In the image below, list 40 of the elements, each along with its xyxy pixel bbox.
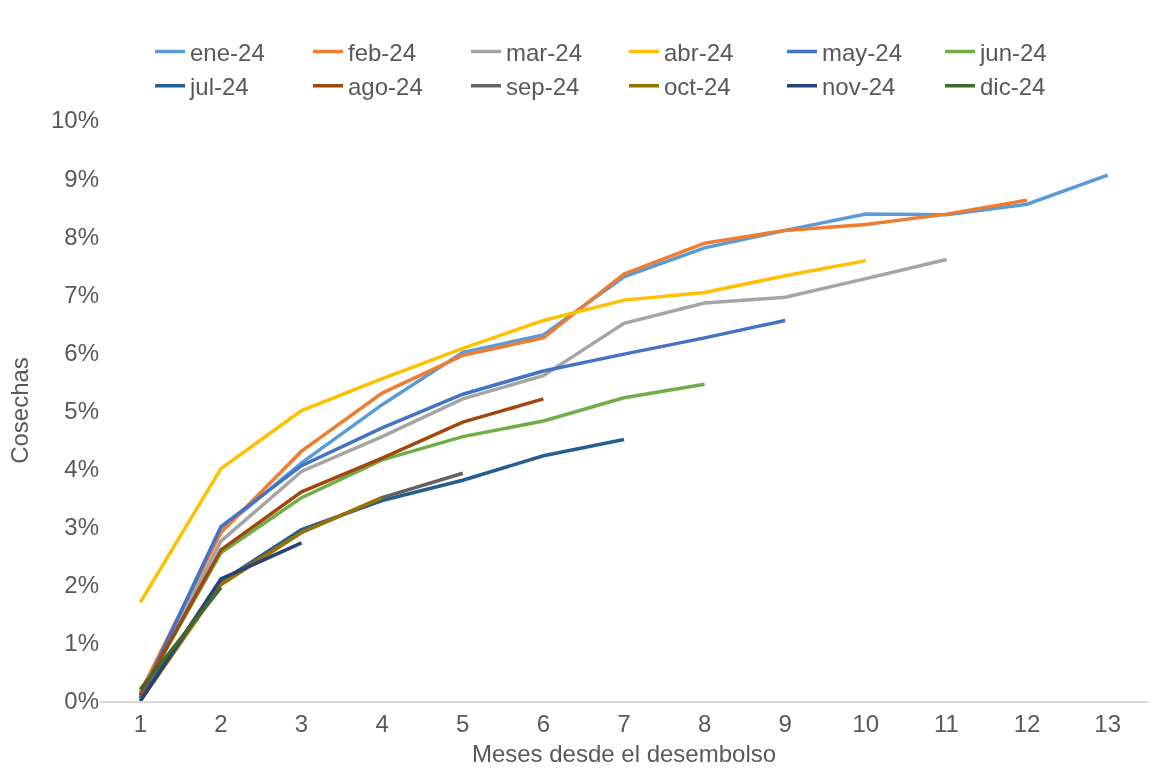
y-tick-label: 2% (64, 571, 99, 599)
legend-label: may-24 (822, 38, 903, 66)
x-tick-label: 1 (133, 709, 147, 737)
y-axis-title: Cosechas (6, 357, 34, 464)
legend-label: ago-24 (348, 73, 423, 101)
x-tick-label: 10 (852, 709, 880, 737)
y-tick-label: 7% (64, 280, 99, 308)
x-tick-label: 2 (214, 709, 228, 737)
x-axis-title: Meses desde el desembolso (471, 740, 777, 768)
x-tick-label: 6 (536, 709, 551, 737)
legend-label: feb-24 (348, 38, 417, 66)
x-tick-label: 12 (1013, 709, 1041, 737)
x-tick-label: 3 (294, 709, 309, 737)
legend-label: jul-24 (189, 73, 249, 101)
legend-label: jun-24 (979, 38, 1047, 66)
legend-label: oct-24 (664, 73, 731, 101)
y-tick-label: 8% (64, 222, 99, 250)
y-tick-label: 3% (64, 513, 99, 541)
legend-label: mar-24 (506, 38, 583, 66)
x-tick-label: 8 (697, 709, 712, 737)
x-tick-label: 11 (934, 709, 959, 737)
legend-label: abr-24 (664, 38, 734, 66)
line-series (138, 258, 868, 604)
x-tick-label: 4 (375, 709, 389, 737)
legend-label: nov-24 (822, 73, 896, 101)
y-tick-label: 5% (64, 396, 99, 424)
x-tick-label: 7 (617, 709, 631, 737)
legend-label: dic-24 (980, 73, 1046, 101)
x-tick-label: 13 (1094, 709, 1122, 737)
y-tick-label: 10% (50, 106, 99, 134)
line-series (138, 397, 546, 697)
y-tick-label: 4% (64, 455, 99, 482)
x-tick-label: 5 (456, 709, 470, 737)
legend-label: sep-24 (506, 73, 580, 101)
y-tick-label: 9% (64, 164, 99, 192)
y-tick-label: 6% (64, 338, 99, 366)
y-tick-label: 0% (64, 687, 99, 715)
y-tick-label: 1% (64, 629, 99, 657)
x-tick-label: 9 (778, 709, 792, 737)
legend-label: ene-24 (190, 38, 265, 66)
